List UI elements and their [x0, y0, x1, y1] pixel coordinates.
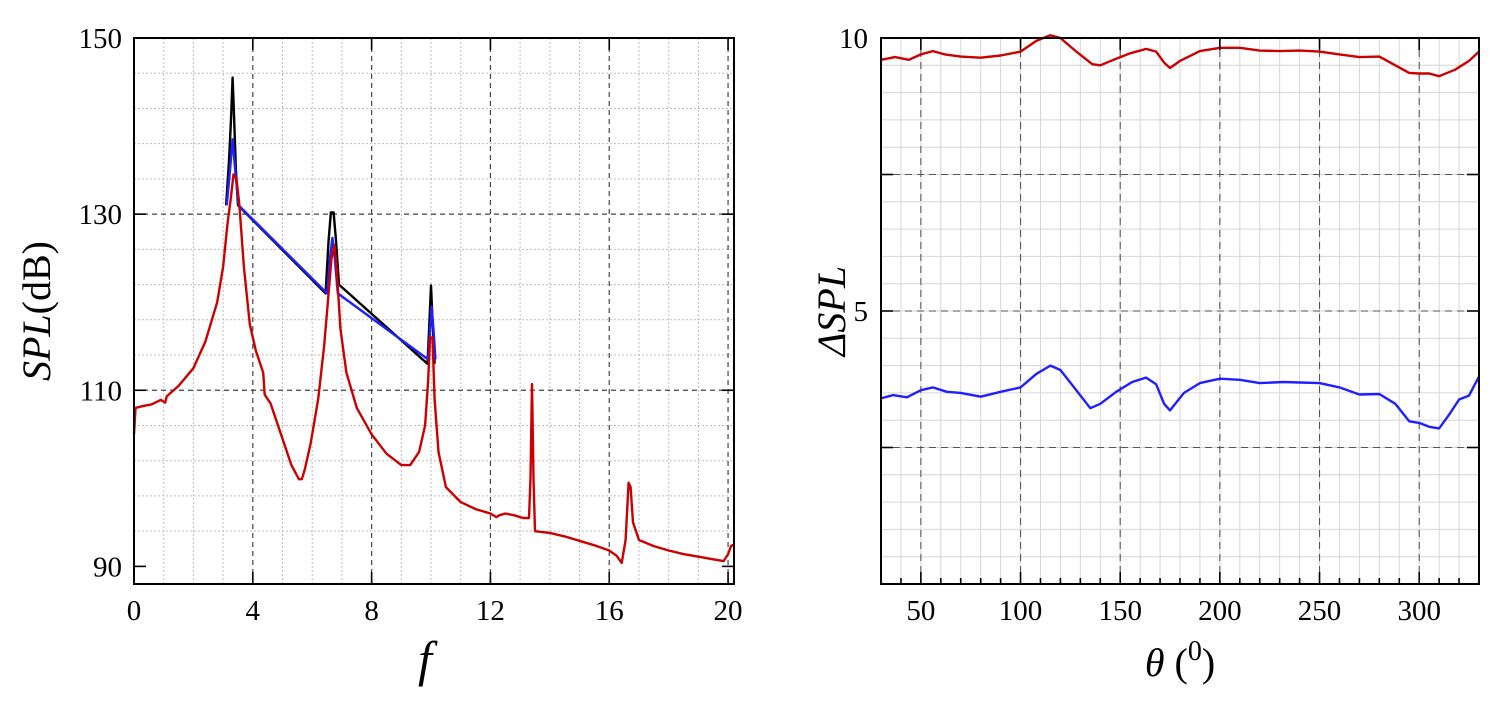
right-y-tick-label: 5 [854, 296, 869, 328]
right-y-tick-label: 10 [839, 23, 868, 55]
right-x-tick-label: 200 [1198, 595, 1242, 627]
left-series-blue [225, 138, 437, 361]
left-x-tick-label: 20 [714, 595, 743, 627]
right-grid [880, 37, 1480, 585]
right-x-tick-label: 150 [1098, 595, 1142, 627]
spl-spectrum-plot: 0 4 8 12 16 20 90 110 130 150 f SPL(dB) [14, 23, 743, 687]
right-series-blue [880, 364, 1481, 430]
left-grid [134, 38, 734, 584]
delta-spl-directivity-plot: 50 100 150 200 250 300 5 10 θ (0) ΔSPL [809, 23, 1481, 685]
right-x-axis-title: θ (0) [1145, 636, 1215, 685]
left-y-axis-title: SPL(dB) [14, 241, 59, 381]
left-series-black [224, 76, 436, 365]
right-x-tick-label: 300 [1397, 595, 1441, 627]
left-y-tick-label: 90 [93, 551, 122, 583]
left-x-tick-label: 4 [246, 595, 261, 627]
left-x-tick-label: 12 [476, 595, 505, 627]
left-series [132, 76, 735, 565]
right-y-tick-labels: 5 10 [839, 23, 868, 328]
left-x-tick-label: 8 [364, 595, 379, 627]
left-x-tick-labels: 0 4 8 12 16 20 [127, 595, 743, 627]
left-y-tick-label: 130 [79, 199, 123, 231]
right-ticks [881, 37, 1479, 585]
right-x-tick-label: 100 [999, 595, 1043, 627]
right-y-axis-title: ΔSPL [809, 266, 854, 358]
left-x-axis-title: f [418, 631, 438, 687]
left-x-tick-label: 0 [127, 595, 142, 627]
right-x-tick-label: 50 [906, 595, 935, 627]
left-y-tick-labels: 90 110 130 150 [79, 23, 123, 583]
left-x-tick-label: 16 [595, 595, 624, 627]
left-y-tick-label: 150 [79, 23, 123, 55]
left-plot-frame [133, 37, 735, 585]
right-series-red [880, 34, 1480, 78]
left-y-tick-label: 110 [80, 375, 122, 407]
right-series [880, 34, 1481, 430]
left-ticks [133, 37, 734, 584]
right-x-tick-label: 250 [1298, 595, 1342, 627]
left-series-red [132, 173, 735, 565]
right-x-tick-labels: 50 100 150 200 250 300 [906, 595, 1441, 627]
